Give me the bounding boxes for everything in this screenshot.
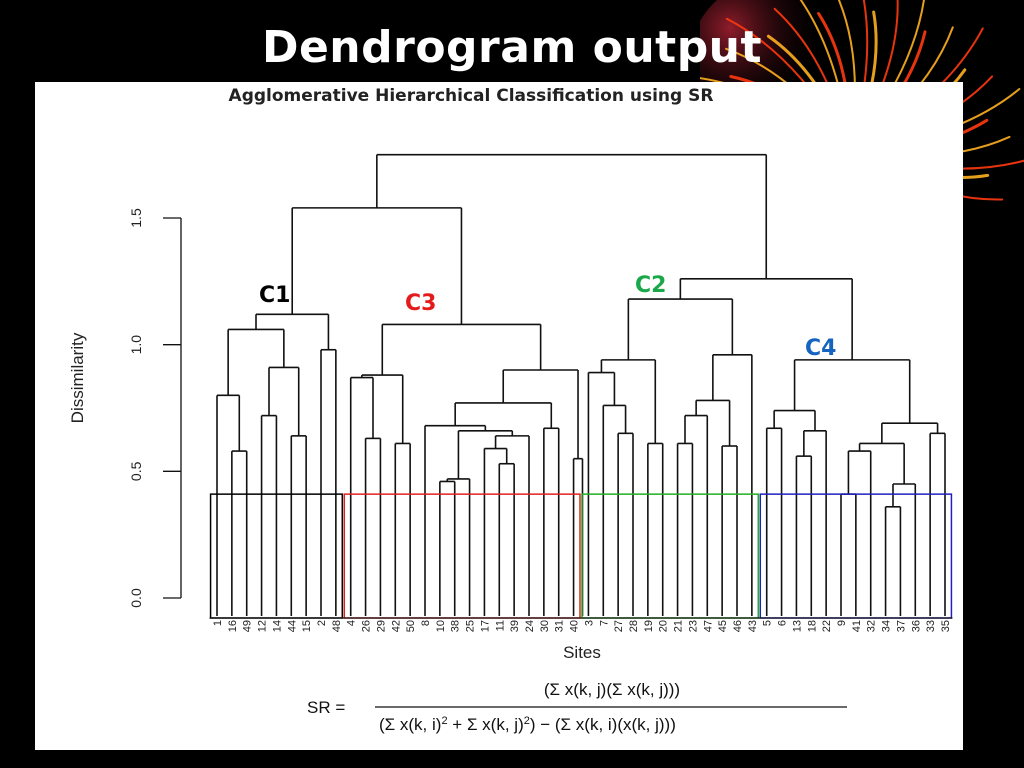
cluster-label-c2: C2 xyxy=(635,273,666,298)
leaf-label: 32 xyxy=(866,620,878,632)
chart-title: Agglomerative Hierarchical Classificatio… xyxy=(229,86,714,106)
leaf-label: 25 xyxy=(465,620,477,632)
leaf-label: 34 xyxy=(881,620,893,632)
leaf-label: 46 xyxy=(732,620,744,632)
leaf-label: 28 xyxy=(628,620,640,632)
cluster-label-c4: C4 xyxy=(805,336,836,361)
cluster-label-c3: C3 xyxy=(405,291,436,316)
leaf-label: 23 xyxy=(687,620,699,632)
leaf-label: 10 xyxy=(435,620,447,632)
leaf-label: 6 xyxy=(777,620,789,626)
leaf-label: 48 xyxy=(331,620,343,632)
y-axis-label: Dissimilarity xyxy=(68,332,87,423)
formula-numerator: (Σ x(k, j)(Σ x(k, j))) xyxy=(544,680,680,699)
leaf-label: 36 xyxy=(910,620,922,632)
y-axis: 0.0 0.5 1.0 1.5 xyxy=(128,208,182,608)
leaf-label: 13 xyxy=(791,620,803,632)
chart-panel: Agglomerative Hierarchical Classificatio… xyxy=(35,82,963,750)
leaf-label: 5 xyxy=(762,620,774,626)
y-tick-label: 0.0 xyxy=(128,588,144,608)
leaf-label: 40 xyxy=(569,620,581,632)
denominator-part3: ) − (Σ x(k, i)(x(k, j))) xyxy=(530,715,676,734)
cluster-labels: C1 C3 C2 C4 xyxy=(259,273,836,361)
leaf-label: 42 xyxy=(390,620,402,632)
leaf-label: 33 xyxy=(925,620,937,632)
leaf-label: 39 xyxy=(509,620,521,632)
leaf-label: 20 xyxy=(658,620,670,632)
leaf-label: 24 xyxy=(524,620,536,632)
leaf-label: 30 xyxy=(539,620,551,632)
leaf-label: 41 xyxy=(851,620,863,632)
sr-formula: SR = (Σ x(k, j)(Σ x(k, j))) (Σ x(k, i)2 … xyxy=(307,680,847,734)
leaf-label: 1 xyxy=(212,620,224,626)
leaf-label: 18 xyxy=(806,620,818,632)
leaf-label: 21 xyxy=(673,620,685,632)
leaf-label: 47 xyxy=(702,620,714,632)
leaf-label: 11 xyxy=(494,620,506,631)
denominator-sup2: 2 xyxy=(524,715,530,727)
leaf-label: 44 xyxy=(286,620,298,632)
leaf-label: 37 xyxy=(895,620,907,632)
leaf-label: 35 xyxy=(940,620,952,632)
leaf-label: 14 xyxy=(271,620,283,632)
y-tick-label: 0.5 xyxy=(128,461,144,481)
leaf-label: 9 xyxy=(836,620,848,626)
denominator-part1: (Σ x(k, i) xyxy=(379,715,441,734)
leaf-label: 26 xyxy=(361,620,373,632)
leaf-label: 3 xyxy=(583,620,595,626)
denominator-part2: + Σ x(k, j) xyxy=(448,715,524,734)
leaf-label: 12 xyxy=(257,620,269,632)
leaf-label: 15 xyxy=(301,620,313,632)
leaf-label: 50 xyxy=(405,620,417,632)
leaf-label: 4 xyxy=(346,620,358,626)
leaf-label: 7 xyxy=(598,620,610,626)
x-axis-label: Sites xyxy=(563,643,601,662)
leaf-label: 29 xyxy=(375,620,387,632)
leaf-label: 43 xyxy=(747,620,759,632)
cluster-box-c2 xyxy=(581,493,760,619)
leaf-label: 16 xyxy=(227,620,239,632)
leaf-label: 31 xyxy=(554,620,566,632)
leaf-label: 19 xyxy=(643,620,655,632)
leaf-label: 22 xyxy=(821,620,833,632)
leaf-labels: 1 16 49 12 14 44 15 2 48 4 26 29 42 50 8 10 38 25 17 11 39 24… xyxy=(212,620,952,632)
leaf-label: 17 xyxy=(479,620,491,632)
cluster-boxes xyxy=(209,493,953,619)
leaf-label: 8 xyxy=(420,620,432,626)
dendrogram-chart: Agglomerative Hierarchical Classificatio… xyxy=(68,86,953,734)
denominator-sup1: 2 xyxy=(441,715,447,727)
formula-denominator: (Σ x(k, i)2 + Σ x(k, j)2) − (Σ x(k, i)(x… xyxy=(379,715,676,734)
y-tick-label: 1.5 xyxy=(128,208,144,228)
leaf-label: 38 xyxy=(450,620,462,632)
dendrogram-links xyxy=(216,153,946,616)
formula-lhs: SR = xyxy=(307,698,345,717)
cluster-label-c1: C1 xyxy=(259,283,290,308)
y-tick-label: 1.0 xyxy=(128,335,144,355)
leaf-label: 2 xyxy=(316,620,328,626)
leaf-label: 45 xyxy=(717,620,729,632)
leaf-label: 49 xyxy=(242,620,254,632)
slide-title: Dendrogram output xyxy=(261,22,763,73)
leaf-label: 27 xyxy=(613,620,625,632)
